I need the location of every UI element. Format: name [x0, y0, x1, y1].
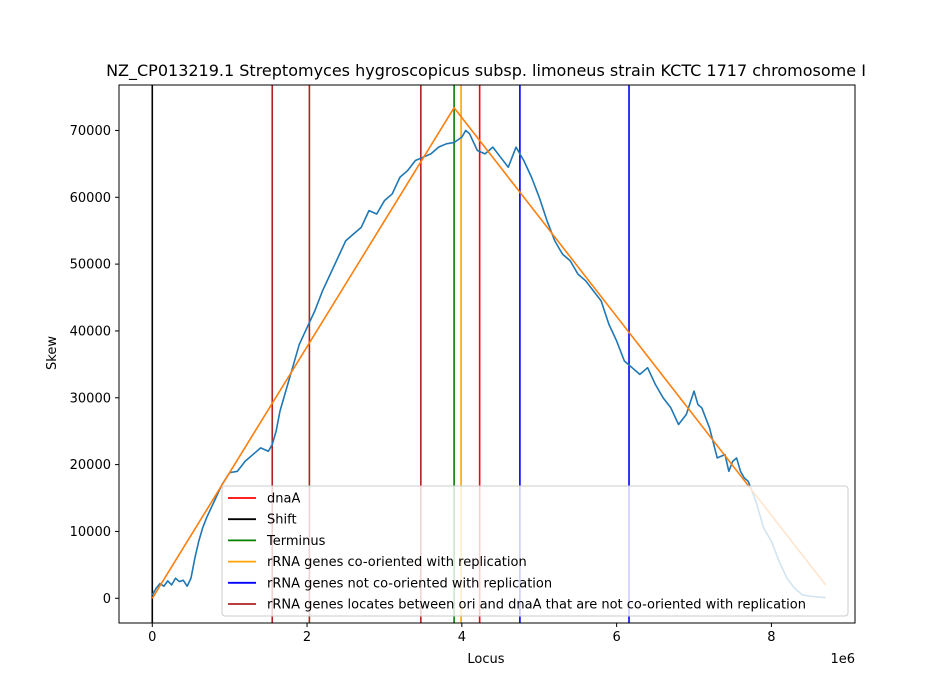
y-tick-label: 0: [103, 592, 111, 607]
x-tick-label: 2: [303, 630, 311, 645]
y-tick-label: 70000: [70, 124, 111, 139]
legend-label: dnaA: [267, 492, 300, 507]
legend-label: rRNA genes not co-oriented with replicat…: [267, 576, 552, 591]
legend-box: [221, 485, 849, 617]
y-tick-label: 50000: [70, 258, 111, 273]
legend-label: rRNA genes co-oriented with replication: [267, 555, 527, 570]
y-tick-label: 20000: [70, 458, 111, 473]
x-tick-label: 0: [148, 630, 156, 645]
y-tick-label: 60000: [70, 191, 111, 206]
x-offset-label: 1e6: [830, 652, 855, 667]
plot-area: 0 2 4 6 8 0 10000 20000 30000 40000 50000 60000 7000…: [70, 84, 856, 645]
x-tick-label: 4: [458, 630, 466, 645]
legend-label: Terminus: [266, 534, 326, 549]
legend-label: Shift: [267, 513, 297, 528]
y-tick-label: 30000: [70, 391, 111, 406]
y-axis-title: Skew: [45, 336, 60, 370]
legend-label: rRNA genes locates between ori and dnaA …: [267, 598, 806, 613]
series-line-fit: [151, 106, 827, 599]
y-tick-label: 10000: [70, 525, 111, 540]
x-tick-label: 8: [767, 630, 775, 645]
x-axis-title: Locus: [467, 652, 504, 667]
axes-frame: [118, 84, 856, 624]
x-tick-label: 6: [612, 630, 620, 645]
chart-title: NZ_CP013219.1 Streptomyces hygroscopicus…: [106, 61, 866, 81]
y-tick-label: 40000: [70, 324, 111, 339]
